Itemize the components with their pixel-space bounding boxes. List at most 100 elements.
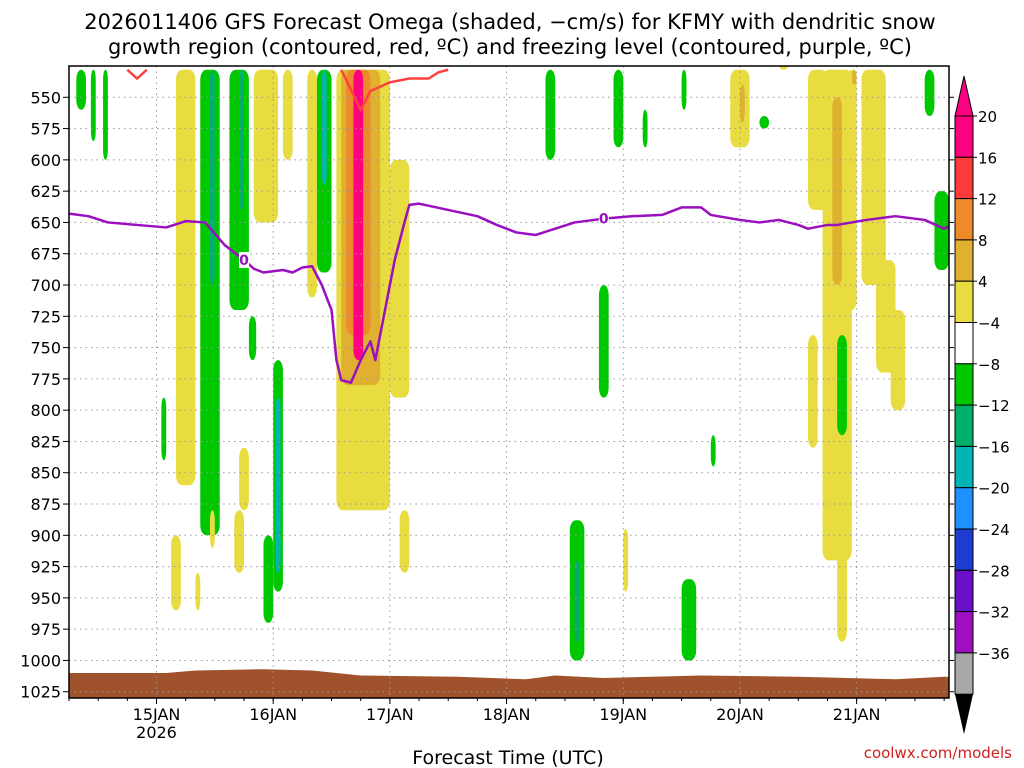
colorbar-label: 20 — [978, 108, 997, 126]
y-tick-label: 850 — [30, 464, 61, 483]
x-tick-label: 18JAN — [483, 705, 531, 724]
omega-cell-2 — [103, 69, 108, 160]
colorbar-label: 8 — [978, 232, 988, 250]
y-tick-label: 725 — [30, 307, 61, 326]
omega-cell-18 — [399, 510, 410, 573]
omega-cell-27 — [171, 535, 181, 611]
colorbar-swatch-11 — [954, 569, 974, 613]
colorbar-label: −4 — [978, 315, 1000, 333]
y-axis: 550 575 600 625 650 675 700 725 750 775 800 825 850 8… — [20, 88, 954, 702]
y-tick-label: 950 — [30, 589, 61, 608]
omega-cell-9 — [282, 69, 293, 160]
y-tick-label: 825 — [30, 432, 61, 451]
omega-cell-43 — [808, 335, 818, 448]
colorbar-swatch-5 — [954, 322, 974, 365]
omega-cell-48 — [851, 69, 857, 85]
x-tick-label: 20JAN — [716, 705, 764, 724]
omega-cell-31 — [681, 579, 697, 661]
colorbar-label: 12 — [978, 191, 997, 209]
colorbar-swatch-4 — [954, 280, 974, 324]
y-tick-label: 575 — [30, 120, 61, 139]
y-tick-label: 975 — [30, 620, 61, 639]
y-tick-label: 1000 — [20, 651, 61, 670]
omega-cell-26 — [161, 397, 167, 461]
plot-area: 0000 — [68, 65, 950, 699]
x-tick-label: 19JAN — [599, 705, 647, 724]
colorbar-label: −8 — [978, 356, 1000, 374]
contours: 0000 — [69, 68, 949, 384]
colorbar-swatch-6 — [954, 363, 974, 406]
colorbar-label: −12 — [978, 397, 1010, 415]
omega-cell-23 — [234, 510, 245, 573]
freezing-level-label: 0 — [239, 253, 249, 269]
omega-cell-21 — [263, 535, 274, 623]
y-tick-label: 1025 — [20, 683, 61, 702]
omega-cell-8 — [253, 69, 279, 223]
omega-cell-20 — [275, 397, 281, 573]
grid-lines — [69, 66, 949, 698]
x-tick-sublabel: 2026 — [136, 723, 177, 742]
omega-cell-3 — [175, 69, 196, 486]
omega-cell-30 — [574, 560, 580, 642]
omega-cell-37 — [710, 435, 716, 467]
omega-cell-47 — [846, 69, 857, 311]
omega-cell-51 — [890, 310, 906, 411]
ground-surface — [69, 669, 949, 698]
omega-cell-60 — [778, 66, 789, 70]
omega-cell-46 — [837, 510, 847, 642]
omega-cell-36 — [598, 285, 609, 398]
omega-cell-12 — [321, 69, 327, 185]
colorbar-swatch-1 — [954, 156, 974, 200]
x-tick-label: 15JAN — [133, 705, 181, 724]
omega-cell-53 — [934, 191, 949, 270]
omega-cell-25 — [209, 510, 215, 548]
omega-cell-16 — [353, 69, 364, 361]
colorbar-label: −16 — [978, 438, 1010, 456]
colorbar-swatch-3 — [954, 239, 974, 282]
omega-cell-17 — [389, 159, 410, 398]
y-tick-label: 625 — [30, 182, 61, 201]
omega-cell-34 — [642, 109, 648, 148]
contour-label-bg — [239, 251, 250, 268]
y-tick-label: 550 — [30, 88, 61, 107]
colorbar-label: −20 — [978, 480, 1010, 498]
y-tick-label: 700 — [30, 276, 61, 295]
colorbar-label: −32 — [978, 604, 1010, 622]
y-tick-label: 800 — [30, 401, 61, 420]
omega-cell-35 — [681, 69, 687, 110]
x-tick-label: 16JAN — [249, 705, 297, 724]
dgz-contour-1 — [340, 68, 449, 113]
omega-cell-5 — [209, 69, 215, 286]
y-tick-label: 650 — [30, 213, 61, 232]
colorbar-swatch-9 — [954, 487, 974, 530]
credit-link[interactable]: coolwx.com/models — [864, 744, 1012, 762]
x-axis-title: Forecast Time (UTC) — [412, 747, 603, 768]
omega-cell-39 — [739, 84, 745, 123]
colorbar-swatch-0 — [954, 115, 974, 158]
contour-label-bg — [598, 210, 609, 227]
omega-cell-54 — [924, 69, 935, 117]
colorbar-label: 16 — [978, 149, 997, 167]
y-tick-label: 925 — [30, 558, 61, 577]
y-tick-label: 675 — [30, 245, 61, 264]
omega-cell-7 — [239, 69, 245, 210]
omega-cell-52 — [837, 335, 847, 436]
omega-cell-0 — [76, 69, 87, 110]
omega-cell-1 — [90, 69, 96, 142]
omega-cell-44 — [822, 69, 852, 561]
colorbar-swatch-7 — [954, 404, 974, 447]
colorbar-label: −36 — [978, 645, 1010, 663]
colorbar-bottom-arrow — [955, 694, 973, 735]
y-tick-label: 600 — [30, 151, 61, 170]
omega-cell-40 — [759, 116, 770, 129]
omega-cell-49 — [861, 69, 886, 286]
plot-frame — [68, 65, 950, 699]
freezing-level-label: 0 — [599, 212, 609, 228]
colorbar-swatch-8 — [954, 445, 974, 489]
omega-cell-28 — [248, 316, 257, 361]
dgz-contour-0 — [126, 68, 148, 81]
colorbar-top-arrow — [954, 75, 974, 117]
omega-cell-41 — [623, 529, 629, 592]
